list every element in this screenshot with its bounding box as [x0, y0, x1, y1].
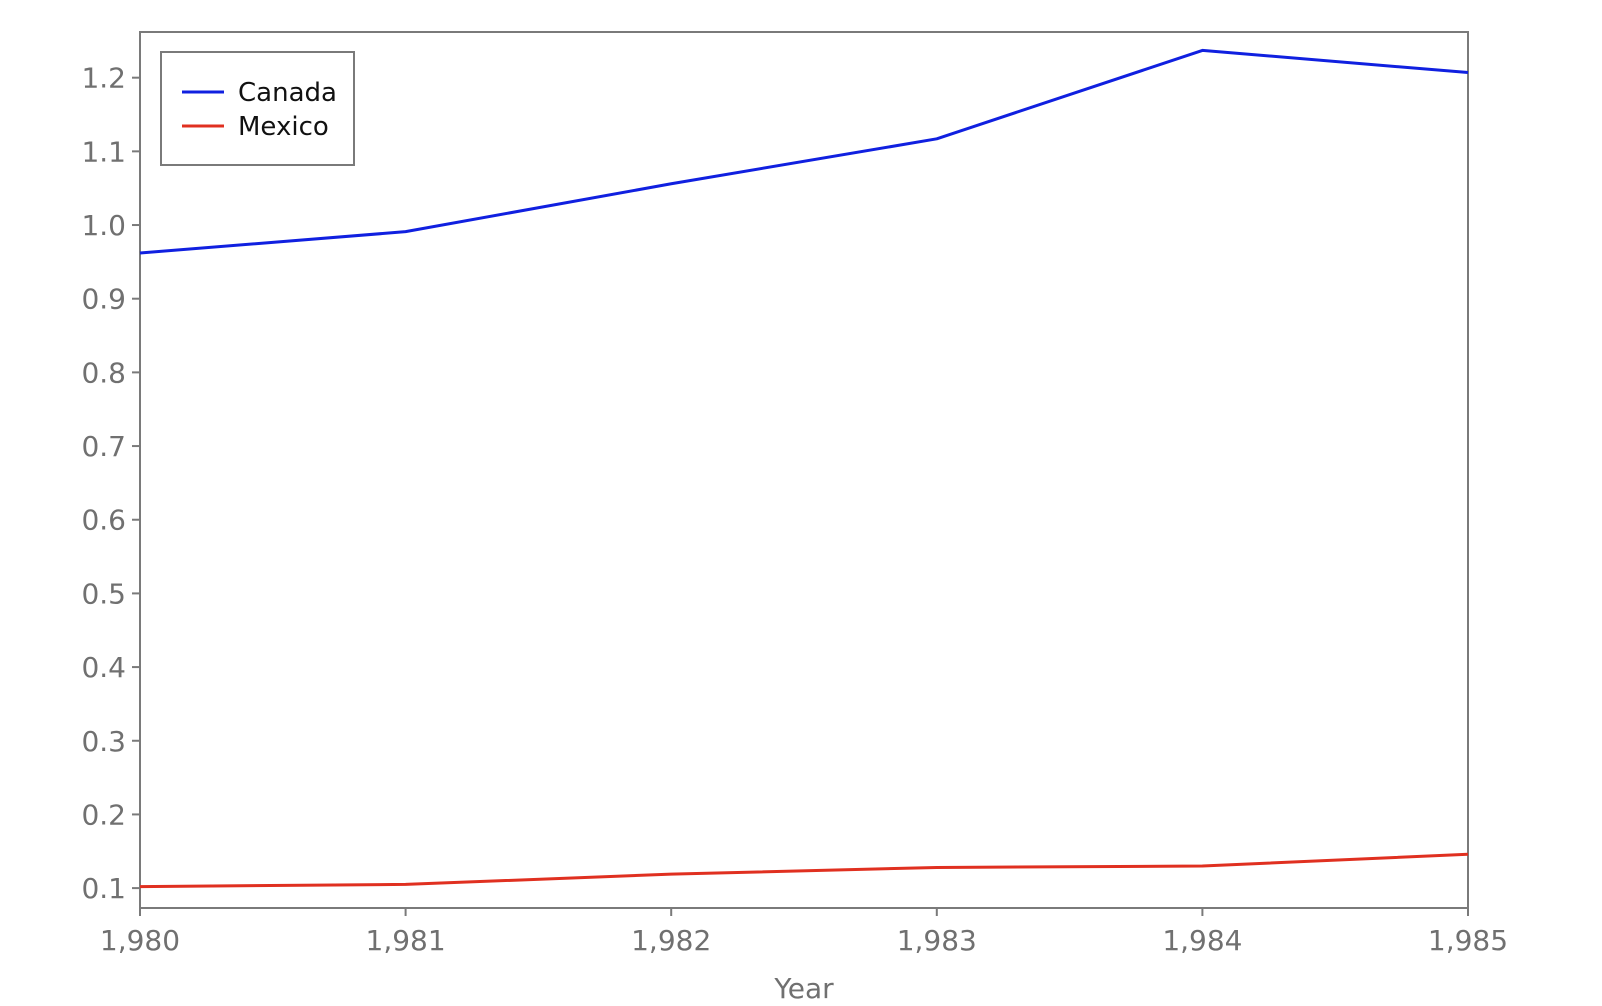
y-tick-label: 0.5: [81, 577, 126, 610]
legend-label-mexico: Mexico: [238, 112, 329, 142]
y-tick-label: 0.6: [81, 504, 126, 537]
x-tick-label: 1,981: [366, 924, 446, 957]
y-tick-label: 0.3: [81, 725, 126, 758]
y-tick-label: 0.8: [81, 356, 126, 389]
y-tick-label: 0.2: [81, 798, 126, 831]
y-tick-label: 1.1: [81, 135, 126, 168]
x-tick-label: 1,980: [100, 924, 180, 957]
y-tick-label: 0.7: [81, 430, 126, 463]
legend: Canada Mexico: [160, 51, 355, 166]
x-tick-label: 1,983: [897, 924, 977, 957]
series-line-canada: [139, 48, 1469, 255]
x-tick-label: 1,982: [631, 924, 711, 957]
x-axis: 1,980 1,981 1,982 1,983 1,984 1,985: [100, 908, 1508, 957]
series-line-mexico: [139, 852, 1469, 889]
x-axis-label: Year: [773, 972, 834, 1005]
plot-frame: [139, 31, 1469, 909]
y-tick-label: 0.9: [81, 283, 126, 316]
legend-box: [160, 51, 355, 166]
x-tick-label: 1,984: [1162, 924, 1242, 957]
y-tick-label: 1.2: [81, 62, 126, 95]
x-tick-label: 1,985: [1428, 924, 1508, 957]
legend-label-canada: Canada: [238, 78, 337, 108]
y-axis: 0.1 0.2 0.3 0.4 0.5 0.6 0.7 0.8 0.9 1.0 1.1 1.2: [81, 62, 140, 905]
y-tick-label: 0.1: [81, 872, 126, 905]
series-lines: [139, 48, 1469, 889]
y-tick-label: 1.0: [81, 209, 126, 242]
y-tick-label: 0.4: [81, 651, 126, 684]
